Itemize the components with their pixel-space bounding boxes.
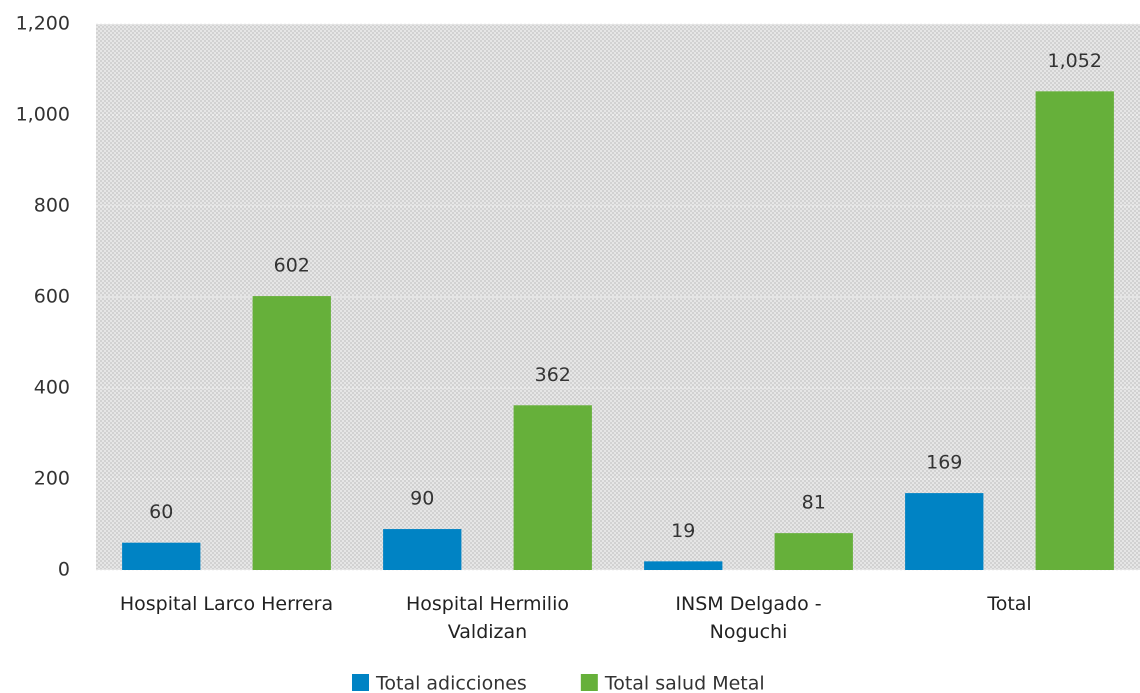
y-tick-label: 600 <box>34 286 70 308</box>
y-tick-label: 400 <box>34 377 70 399</box>
x-tick-label: Hospital Hermilio Valdizan <box>406 593 569 643</box>
bar <box>905 493 984 570</box>
x-tick-label: Total <box>987 593 1032 615</box>
bar <box>1035 91 1114 570</box>
y-tick-label: 800 <box>34 195 70 217</box>
bar <box>122 542 201 570</box>
x-tick-label: INSM Delgado - Noguchi <box>675 593 822 643</box>
data-label: 602 <box>274 255 310 277</box>
data-label: 19 <box>671 520 695 542</box>
legend-swatch <box>352 674 369 691</box>
y-tick-label: 0 <box>58 559 70 581</box>
data-label: 90 <box>410 488 434 510</box>
bar <box>774 533 853 570</box>
data-label: 81 <box>802 492 826 514</box>
data-label: 1,052 <box>1048 50 1102 72</box>
data-label: 169 <box>926 452 962 474</box>
bar <box>252 296 331 570</box>
legend-label: Total salud Metal <box>604 673 765 693</box>
y-tick-label: 1,000 <box>16 104 70 126</box>
bar <box>383 529 462 570</box>
data-label: 362 <box>535 364 571 386</box>
y-tick-label: 200 <box>34 468 70 490</box>
data-label: 60 <box>149 501 173 523</box>
legend-swatch <box>580 674 598 691</box>
y-tick-label: 1,200 <box>16 13 70 35</box>
x-tick-label: Hospital Larco Herrera <box>119 593 334 615</box>
bar <box>513 405 592 570</box>
legend-label: Total adicciones <box>375 673 527 693</box>
bar <box>644 561 723 570</box>
